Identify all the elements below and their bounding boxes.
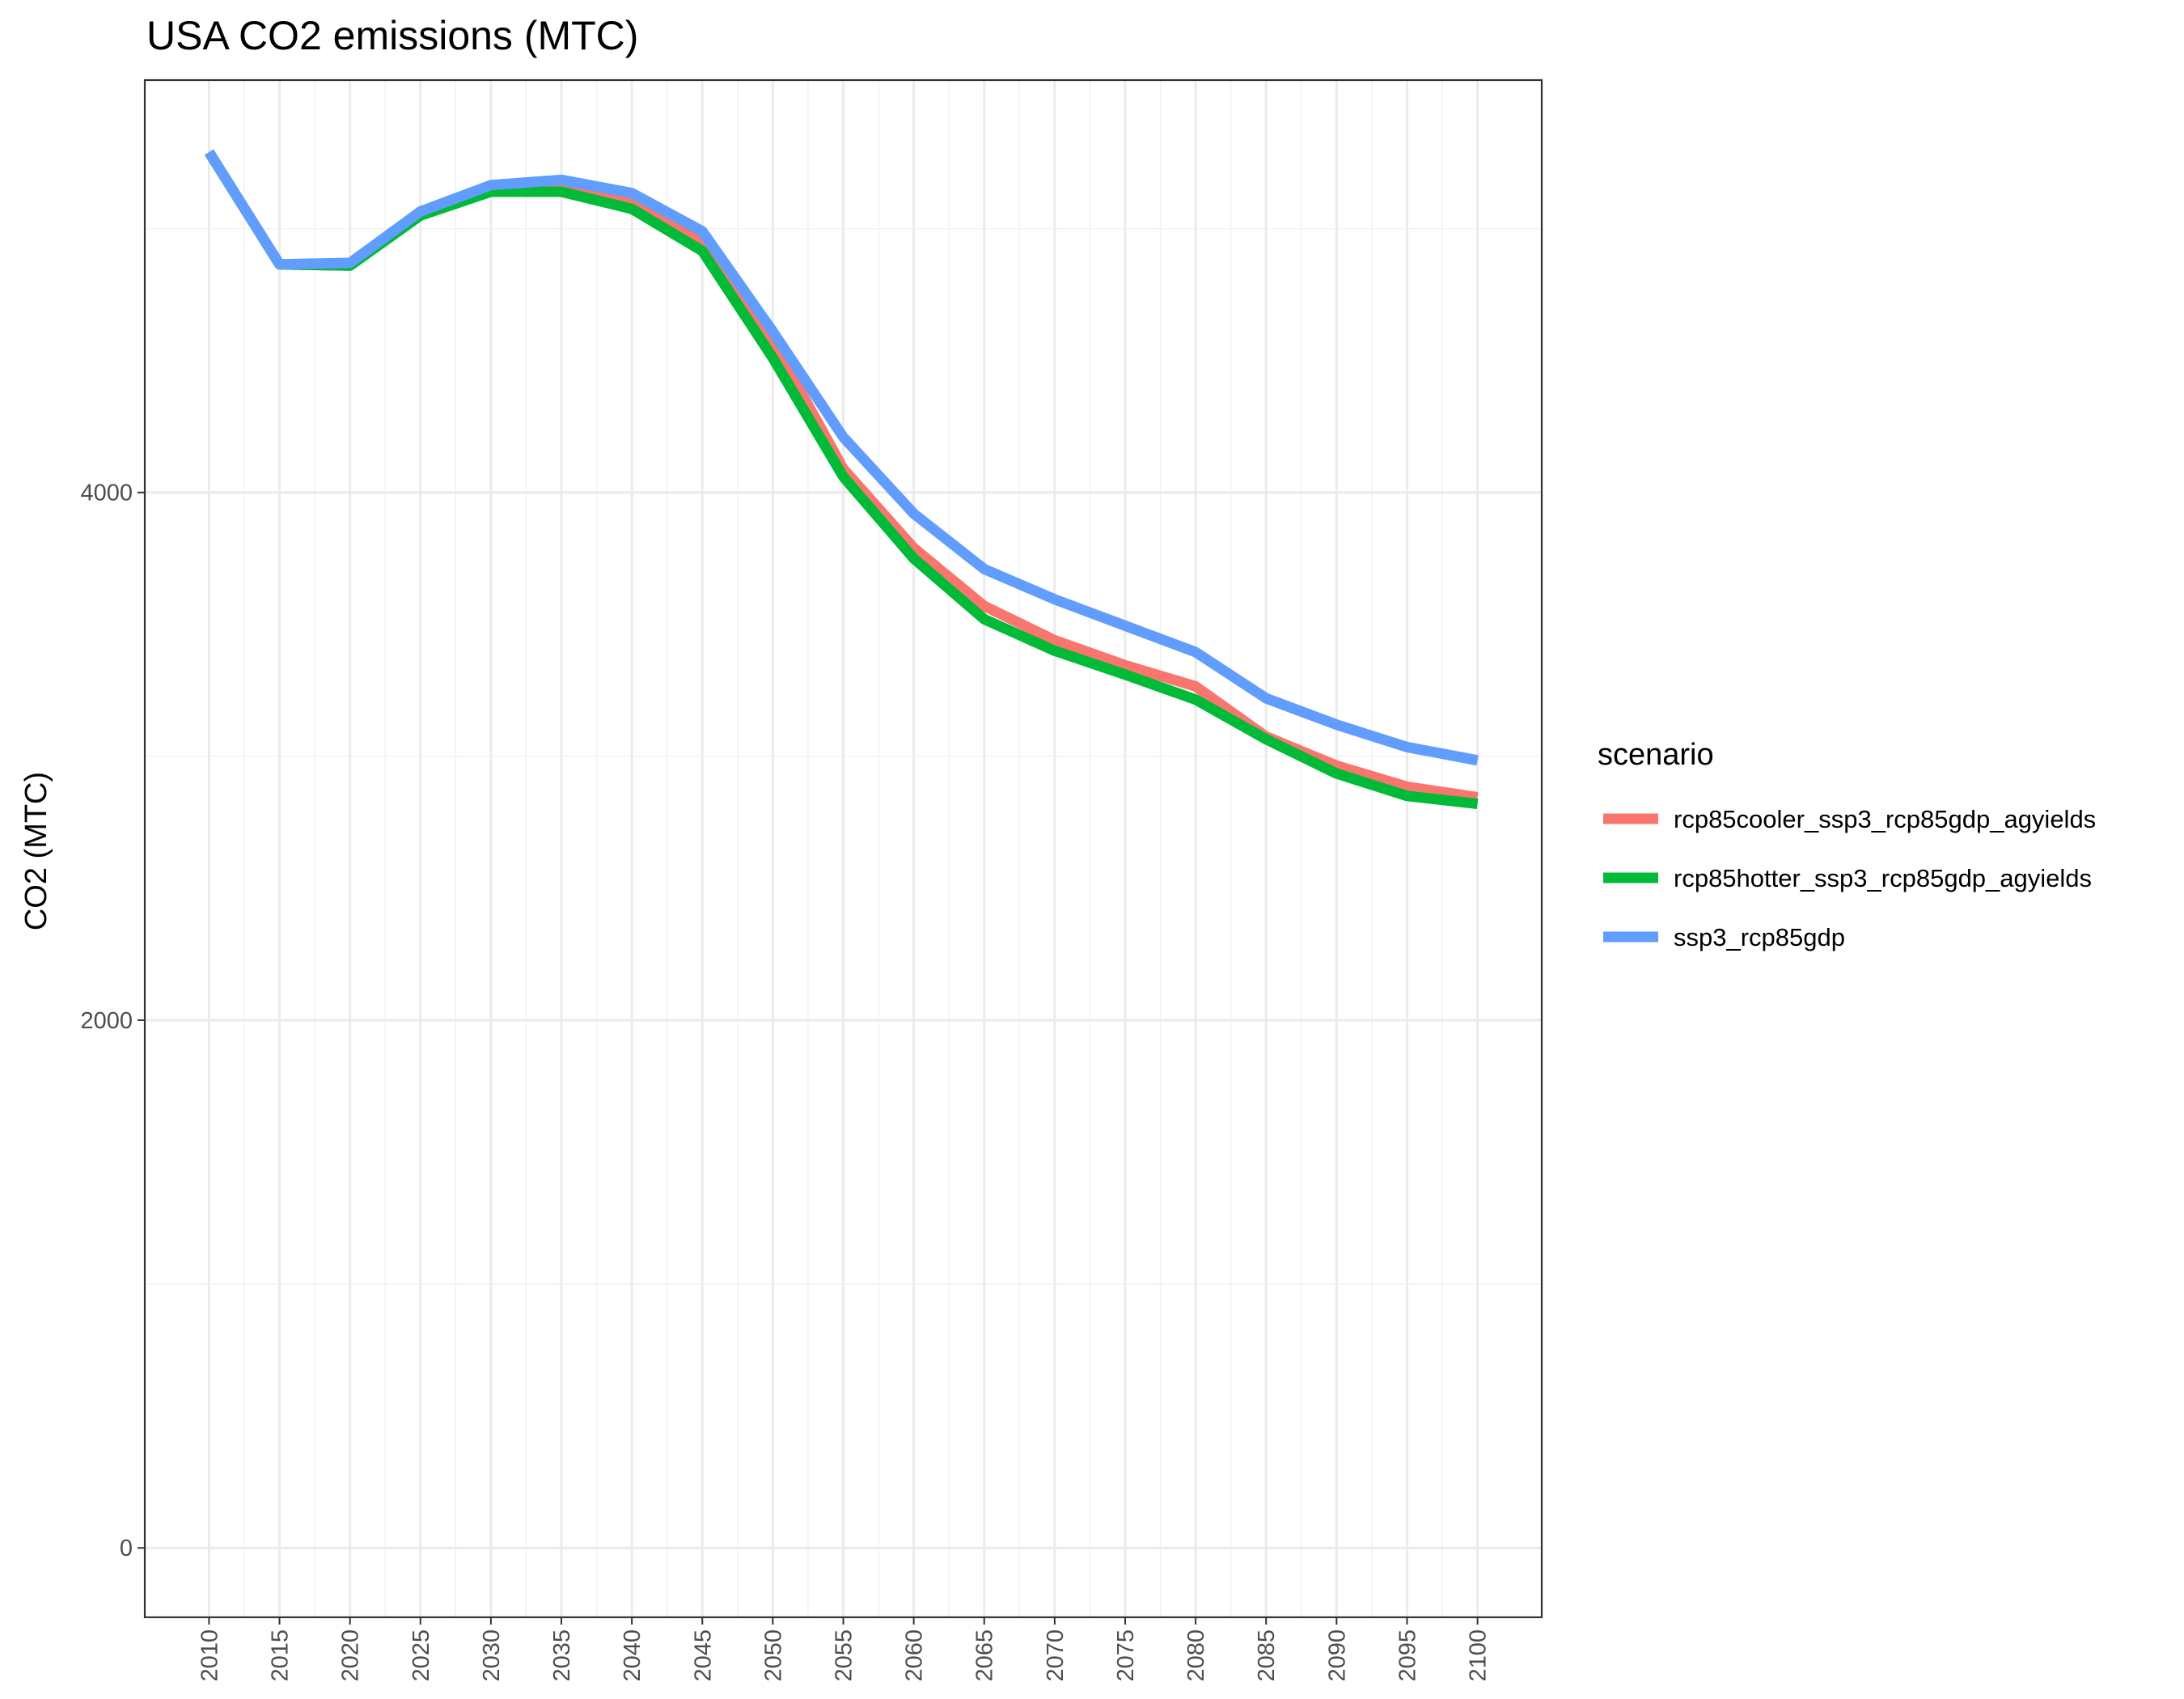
y-tick-label: 4000 bbox=[80, 481, 133, 506]
x-tick-label: 2095 bbox=[1395, 1629, 1420, 1682]
x-tick-label: 2065 bbox=[972, 1629, 998, 1682]
x-tick-label: 2040 bbox=[620, 1629, 645, 1682]
legend-title: scenario bbox=[1598, 738, 1714, 772]
y-tick-label: 2000 bbox=[80, 1008, 133, 1034]
x-tick-label: 2060 bbox=[902, 1629, 928, 1682]
x-tick-label: 2015 bbox=[268, 1629, 294, 1682]
legend-label-ssp3_rcp85gdp: ssp3_rcp85gdp bbox=[1674, 923, 1845, 951]
x-tick-label: 2090 bbox=[1324, 1629, 1350, 1682]
x-tick-label: 2100 bbox=[1466, 1629, 1492, 1682]
legend: scenario rcp85cooler_ssp3_rcp85gdp_agyie… bbox=[1598, 738, 2096, 951]
x-tick-label: 2045 bbox=[690, 1629, 716, 1682]
x-tick-label: 2055 bbox=[832, 1629, 857, 1682]
x-tick-label: 2025 bbox=[408, 1629, 434, 1682]
legend-items: rcp85cooler_ssp3_rcp85gdp_agyields rcp85h… bbox=[1603, 805, 2096, 951]
x-tick-label: 2010 bbox=[197, 1629, 222, 1682]
x-tick-label: 2050 bbox=[760, 1629, 786, 1682]
x-tick-label: 2035 bbox=[549, 1629, 575, 1682]
chart-title: USA CO2 emissions (MTC) bbox=[146, 13, 638, 58]
y-axis-title: CO2 (MTC) bbox=[19, 772, 53, 930]
y-tick-label: 0 bbox=[120, 1536, 133, 1561]
gridlines bbox=[146, 81, 1541, 1616]
axes: 0 2000 4000 2010 2015 2020 2025 2030 2035 2040 204… bbox=[80, 481, 1491, 1682]
x-tick-label: 2070 bbox=[1043, 1629, 1069, 1682]
x-tick-label: 2020 bbox=[338, 1629, 364, 1682]
x-tick-label: 2075 bbox=[1113, 1629, 1139, 1682]
x-tick-label: 2085 bbox=[1254, 1629, 1280, 1682]
series-lines bbox=[204, 149, 1479, 810]
x-tick-label: 2080 bbox=[1183, 1629, 1209, 1682]
series-line-ssp3_rcp85gdp bbox=[204, 149, 1479, 766]
legend-label-rcp85hotter_ssp3_rcp85gdp_agyields: rcp85hotter_ssp3_rcp85gdp_agyields bbox=[1674, 864, 2092, 892]
legend-label-rcp85cooler_ssp3_rcp85gdp_agyields: rcp85cooler_ssp3_rcp85gdp_agyields bbox=[1674, 805, 2096, 833]
x-tick-label: 2030 bbox=[479, 1629, 505, 1682]
